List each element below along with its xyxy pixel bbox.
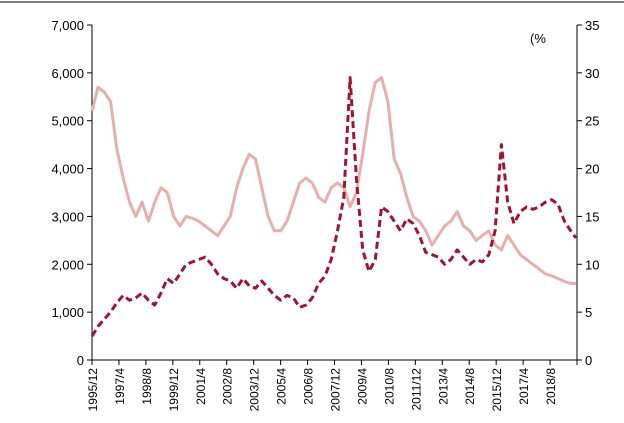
series-line-right-axis xyxy=(90,76,576,285)
x-tick-label: 2002/8 xyxy=(221,368,235,405)
left-y-tick-label: 3,000 xyxy=(51,209,84,224)
x-tick-label: 2009/4 xyxy=(355,368,369,405)
left-y-tick-label: 5,000 xyxy=(51,114,84,129)
left-y-tick-label: 1,000 xyxy=(51,305,84,320)
x-tick-label: 2001/4 xyxy=(194,368,208,405)
right-y-tick-label: 5 xyxy=(585,305,592,320)
right-y-tick-label: 20 xyxy=(585,162,599,177)
series-layer xyxy=(90,76,578,337)
x-tick-label: 1999/12 xyxy=(167,368,181,412)
right-axis-unit-label: (% xyxy=(530,31,546,46)
x-tick-label: 2013/4 xyxy=(436,368,450,405)
left-y-tick-label: 2,000 xyxy=(51,257,84,272)
left-y-tick-label: 7,000 xyxy=(51,18,84,33)
left-y-tick-label: 6,000 xyxy=(51,66,84,81)
x-tick-label: 2017/4 xyxy=(517,368,531,405)
x-tick-label: 1995/12 xyxy=(86,368,100,412)
x-tick-label: 2014/8 xyxy=(463,368,477,405)
x-tick-label: 2018/8 xyxy=(544,368,558,405)
right-y-tick-label: 25 xyxy=(585,114,599,129)
x-tick-label: 2007/12 xyxy=(329,368,343,412)
right-y-tick-label: 0 xyxy=(585,353,592,368)
right-y-tick-label: 30 xyxy=(585,66,599,81)
x-tick-label: 1998/8 xyxy=(140,368,154,405)
x-tick-label: 2010/8 xyxy=(382,368,396,405)
x-tick-label: 2005/4 xyxy=(275,368,289,405)
series-line-left-axis xyxy=(90,76,578,337)
left-y-tick-label: 0 xyxy=(77,353,84,368)
x-tick-label: 2006/8 xyxy=(302,368,316,405)
x-tick-label: 1997/4 xyxy=(113,368,127,405)
x-tick-label: 2003/12 xyxy=(248,368,262,412)
right-y-tick-label: 10 xyxy=(585,257,599,272)
right-y-tick-label: 15 xyxy=(585,209,599,224)
left-y-tick-label: 4,000 xyxy=(51,162,84,177)
x-tick-label: 2015/12 xyxy=(490,368,504,412)
axes: 0 1,000 2,000 3,000 4,000 5,000 6,000 7,000 0 5 10… xyxy=(51,18,599,411)
x-tick-label: 2011/12 xyxy=(409,368,423,411)
right-y-tick-label: 35 xyxy=(585,18,599,33)
